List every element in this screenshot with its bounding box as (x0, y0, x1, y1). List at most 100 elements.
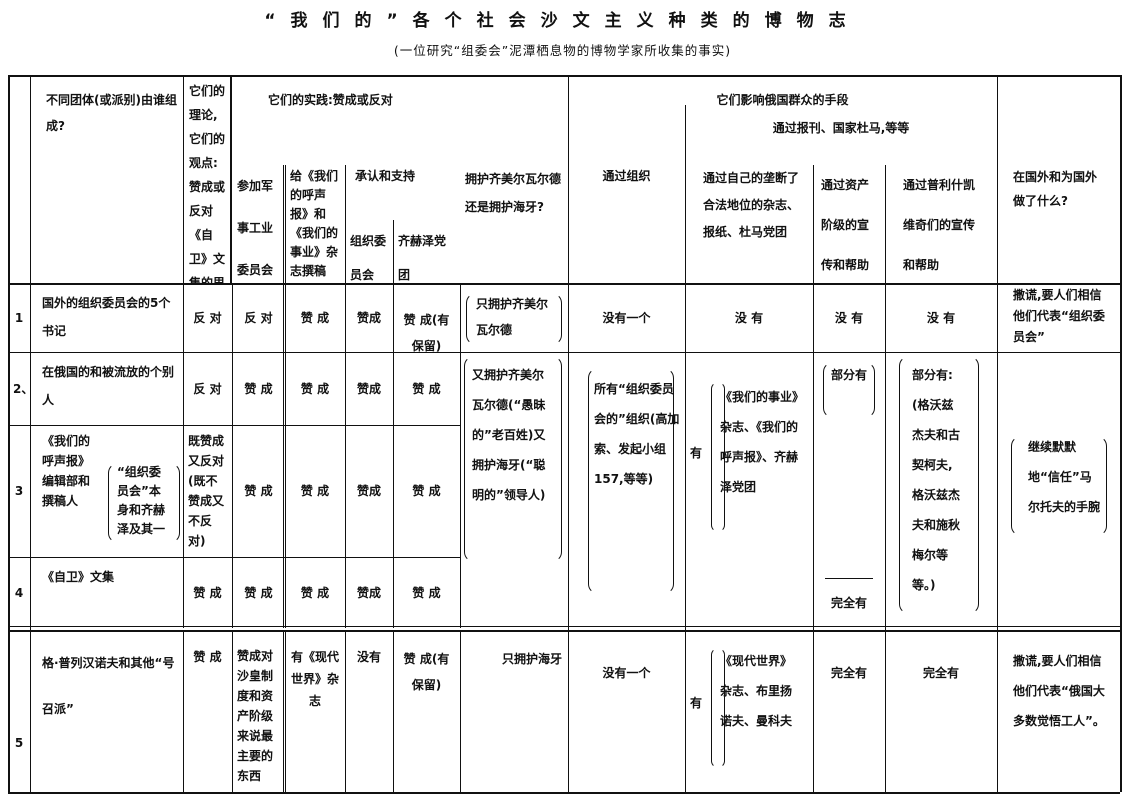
table-rule (183, 352, 184, 425)
brace-bracket (588, 368, 674, 594)
row-number: 1 (14, 310, 24, 325)
row-chkheidze: 赞 成 (412, 381, 441, 396)
brace-bracket (823, 362, 875, 418)
brace-bracket (711, 382, 725, 532)
page-title: “我们的”各个社会沙文主义种类的博物志 (264, 11, 861, 31)
row-bourgeois: 没 有 (834, 311, 864, 325)
row-military: 赞 成 (244, 585, 273, 600)
row-military: 反 对 (244, 310, 273, 325)
table-rule (8, 75, 1120, 77)
page-subtitle: (一位研究“组委会”泥潭栖息物的博物学家所收集的事实) (393, 43, 732, 58)
table-rule (285, 632, 286, 792)
row-theory: 反 对 (193, 381, 222, 396)
row-group: 《我们的呼声报》编辑部和撰稿人 (42, 434, 91, 508)
table-rule (183, 283, 184, 352)
row-number: 4 (14, 585, 24, 600)
table-rule (825, 578, 873, 579)
merged-abroad: 继续默默地“信任”马尔托夫的手腕 (1028, 440, 1101, 514)
table-rule (460, 352, 461, 425)
merged-bourgeois-partial: 部分有 (830, 368, 867, 382)
table-rule (283, 165, 284, 283)
table-rule (393, 220, 394, 283)
row-write: 有《现代世界》杂志 (290, 650, 339, 708)
table-rule (345, 165, 346, 283)
table-rule (460, 632, 461, 792)
table-rule (345, 425, 346, 557)
table-rule (285, 425, 286, 557)
header-practice: 它们的实践:赞成或反对 (268, 93, 393, 107)
header-oc: 组织委员会 (350, 234, 387, 282)
table-rule (285, 165, 286, 283)
header-purishkevich: 通过普利什凯维奇们的宣传和帮助 (903, 178, 976, 272)
row-chkheidze: 赞 成(有保留) (403, 652, 450, 692)
row-zimmerwald: 只拥护齐美尔瓦尔德 (476, 297, 549, 337)
table-rule (460, 425, 461, 557)
row-oc: 没有 (356, 650, 381, 664)
row-abroad: 撒谎,要人们相信他们代表“组织委员会” (1013, 288, 1105, 344)
table-rule (30, 75, 31, 792)
table-rule (345, 557, 346, 628)
table-rule (8, 792, 1120, 794)
header-write: 给《我们的呼声报》和《我们的事业》杂志撰稿 (290, 169, 339, 278)
row-bourgeois: 完全有 (830, 666, 867, 680)
table-rule (283, 632, 284, 792)
row-group: 在俄国的和被流放的个别人 (42, 365, 175, 407)
row-write: 赞 成 (300, 585, 330, 600)
merged-own-has: 有 (690, 446, 703, 460)
header-zimmerwald: 拥护齐美尔瓦尔德还是拥护海牙? (465, 172, 562, 214)
table-rule (393, 632, 394, 792)
table-rule (285, 283, 286, 352)
row-number: 2、 (13, 381, 30, 396)
table-rule (345, 283, 346, 352)
header-bourgeois: 通过资产阶级的宣传和帮助 (821, 178, 870, 272)
table-rule (885, 165, 886, 792)
brace-bracket (466, 293, 562, 345)
table-rule (283, 283, 284, 352)
row-purishkevich: 完全有 (922, 666, 959, 680)
header-means: 它们影响俄国群众的手段 (716, 93, 849, 107)
brace-bracket (464, 356, 562, 562)
table-rule (568, 75, 569, 792)
table-rule (997, 75, 998, 792)
table-rule (8, 283, 1120, 285)
row-group: 国外的组织委员会的5个书记 (42, 296, 171, 338)
row-own: 《现代世界》杂志、布里扬诺夫、曼科夫 (720, 654, 793, 728)
table-rule (232, 352, 233, 425)
brace-bracket (711, 648, 725, 768)
row-group-note: “组织委员会”本身和齐赫泽及其一伙 (117, 465, 166, 536)
merged-bourgeois-full: 完全有 (830, 596, 867, 610)
table-rule (813, 165, 814, 792)
merged-purishkevich: 部分有:(格沃兹杰夫和古契柯夫,格沃兹杰夫和施秋梅尔等等。) (912, 368, 961, 592)
row-theory: 赞 成 (193, 585, 222, 600)
table-rule (8, 630, 1120, 632)
row-oc: 赞成 (356, 381, 381, 396)
row-abroad: 撒谎,要人们相信他们代表“俄国大多数觉悟工人”。 (1013, 654, 1105, 728)
table-rule (393, 557, 394, 628)
header-abroad: 在国外和为国外做了什么? (1013, 170, 1098, 208)
brace-bracket (1011, 436, 1107, 536)
table-rule (1120, 75, 1122, 792)
row-org: 没有一个 (602, 666, 651, 680)
table-rule (393, 352, 394, 425)
table-rule (232, 425, 233, 557)
row-zimmerwald: 只拥护海牙 (501, 652, 562, 666)
brace-bracket (899, 356, 979, 614)
table-rule (283, 352, 284, 425)
table-rule (685, 105, 686, 792)
table-rule (8, 425, 460, 426)
table-rule (393, 425, 394, 557)
row-oc: 赞成 (356, 310, 381, 325)
header-own: 通过自己的垄断了合法地位的杂志、报纸、杜马党团 (703, 171, 800, 239)
row-theory: 既赞成又反对(既不赞成又不反对) (188, 434, 225, 548)
table-rule (460, 283, 461, 352)
row-chkheidze: 赞 成(有保留) (403, 312, 450, 353)
table-rule (232, 283, 233, 352)
row-group: 格·普列汉诺夫和其他“号召派” (42, 656, 175, 716)
header-theory: 它们的理论,它们的观点:赞成或反对《自卫》文集的思想 (183, 75, 232, 283)
table-rule (183, 557, 184, 628)
row-oc: 赞成 (356, 484, 381, 498)
table-rule (232, 632, 233, 792)
brace-bracket (108, 463, 180, 543)
table-rule (460, 557, 461, 628)
row-oc: 赞成 (356, 585, 381, 600)
